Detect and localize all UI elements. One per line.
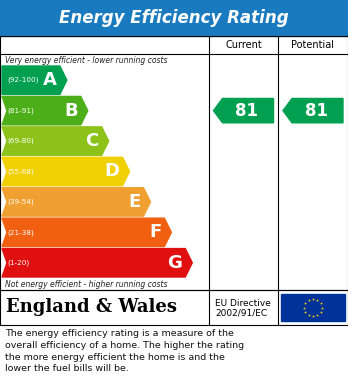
Text: (69-80): (69-80) [7, 138, 34, 144]
Text: Energy Efficiency Rating: Energy Efficiency Rating [59, 9, 289, 27]
Text: (1-20): (1-20) [7, 260, 29, 266]
Text: C: C [85, 132, 99, 150]
Text: (81-91): (81-91) [7, 108, 34, 114]
Text: 81: 81 [304, 102, 327, 120]
Text: Current: Current [225, 40, 262, 50]
Polygon shape [2, 97, 88, 125]
Text: EU Directive: EU Directive [215, 299, 271, 308]
Polygon shape [2, 249, 192, 277]
Text: Very energy efficient - lower running costs: Very energy efficient - lower running co… [5, 56, 167, 65]
Text: (21-38): (21-38) [7, 229, 34, 236]
Text: A: A [43, 71, 57, 89]
Bar [281, 294, 345, 321]
Text: B: B [64, 102, 78, 120]
Text: D: D [105, 163, 120, 181]
Text: 81: 81 [235, 102, 258, 120]
Polygon shape [2, 157, 129, 186]
Polygon shape [283, 99, 343, 123]
Polygon shape [2, 218, 171, 247]
Polygon shape [2, 127, 109, 155]
Polygon shape [2, 66, 67, 95]
Text: F: F [149, 223, 161, 241]
Bar [0, 36, 348, 290]
Bar [0, 290, 348, 325]
Bar [0, 290, 348, 325]
Polygon shape [2, 188, 150, 216]
Bar [0, 0, 348, 36]
Text: 2002/91/EC: 2002/91/EC [215, 308, 267, 317]
Text: Not energy efficient - higher running costs: Not energy efficient - higher running co… [5, 280, 167, 289]
Text: E: E [128, 193, 141, 211]
Polygon shape [214, 99, 274, 123]
Text: England & Wales: England & Wales [6, 298, 177, 316]
Text: (92-100): (92-100) [7, 77, 38, 83]
Text: (55-68): (55-68) [7, 168, 34, 175]
Text: Potential: Potential [292, 40, 334, 50]
Text: (39-54): (39-54) [7, 199, 34, 205]
Text: The energy efficiency rating is a measure of the
overall efficiency of a home. T: The energy efficiency rating is a measur… [5, 329, 244, 373]
Text: G: G [167, 254, 182, 272]
